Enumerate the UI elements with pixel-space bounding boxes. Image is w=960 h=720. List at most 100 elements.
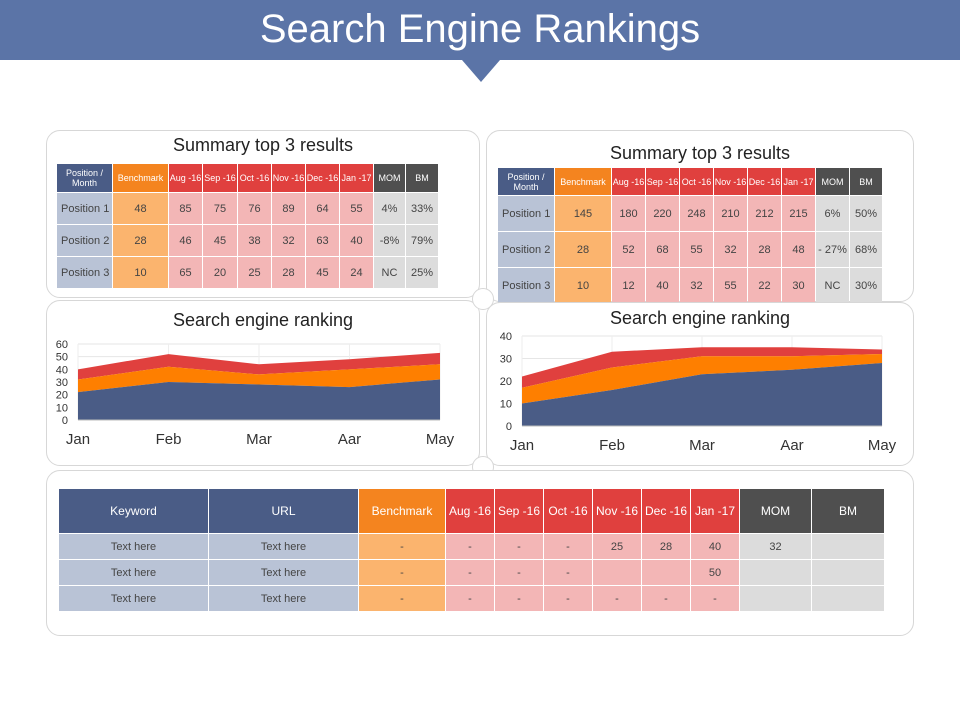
table-cell: 55: [340, 193, 373, 224]
table-cell: Text here: [59, 560, 208, 585]
table-cell: 24: [340, 257, 373, 288]
table-row: Position 2 28 52 68 55 32 28 48- 27% 68%: [498, 232, 882, 267]
table-cell: 28: [748, 232, 781, 267]
table-cell: Position 3: [498, 268, 554, 303]
summary-table-right: Position / Month Benchmark Aug -16 Sep -16 O…: [497, 167, 883, 304]
area-series-3: [78, 352, 440, 380]
y-tick-label: 40: [56, 364, 68, 376]
table-cell: -: [544, 560, 592, 585]
column-header: Jan -17: [340, 164, 373, 192]
page-title: Search Engine Rankings: [259, 7, 701, 51]
table-cell: [740, 586, 811, 611]
table-cell: 32: [740, 534, 811, 559]
table-cell: 28: [642, 534, 690, 559]
table-cell: -: [495, 586, 543, 611]
table-cell: -: [359, 534, 445, 559]
table-cell: 46: [169, 225, 202, 256]
ranking-area-chart-right: 0 10 20 30 40 Jan Feb Mar Aar May: [500, 331, 897, 454]
table-cell: 32: [714, 232, 747, 267]
table-cell: 25: [238, 257, 271, 288]
area-series-1: [78, 379, 440, 420]
x-tick-label: Aar: [780, 437, 803, 454]
table-cell: -: [359, 560, 445, 585]
table-cell: 10: [555, 268, 611, 303]
column-header: URL: [209, 489, 358, 533]
table-cell: 89: [272, 193, 305, 224]
summary-title-right: Summary top 3 results: [609, 143, 791, 163]
y-tick-label: 50: [56, 352, 68, 364]
area-series-2: [522, 354, 882, 404]
table-cell: [812, 586, 884, 611]
table-cell: Position 3: [57, 257, 112, 288]
table-header-row: Position / Month Benchmark Aug -16 Sep -16 O…: [57, 164, 438, 192]
x-tick-label: Jan: [510, 437, 534, 454]
table-cell: 6%: [816, 196, 849, 231]
column-header: Aug -16: [169, 164, 202, 192]
table-cell: 68: [646, 232, 679, 267]
table-row: Position 1 145 180 220 248 210 212 215 6% 50%: [498, 196, 882, 231]
table-cell: NC: [374, 257, 405, 288]
table-cell: -: [593, 586, 641, 611]
column-header: Oct -16: [238, 164, 271, 192]
y-tick-label: 60: [56, 339, 68, 351]
table-cell: 65: [169, 257, 202, 288]
x-tick-label: Feb: [599, 437, 625, 454]
title-banner: Search Engine Rankings: [0, 0, 960, 60]
table-cell: -: [495, 534, 543, 559]
banner-pointer: [462, 60, 500, 82]
table-cell: NC: [816, 268, 849, 303]
table-cell: Position 1: [57, 193, 112, 224]
table-cell: 25: [593, 534, 641, 559]
x-tick-label: Feb: [156, 431, 182, 448]
x-tick-label: Mar: [246, 431, 272, 448]
table-cell: -: [446, 586, 494, 611]
x-tick-label: Jan: [66, 431, 90, 448]
table-cell: -8%: [374, 225, 405, 256]
table-cell: 32: [272, 225, 305, 256]
table-cell: 48: [782, 232, 815, 267]
ranking-chart-title-right: Search engine ranking: [609, 308, 791, 328]
table-cell: 68%: [850, 232, 882, 267]
table-cell: Text here: [209, 534, 358, 559]
table-cell: 220: [646, 196, 679, 231]
table-cell: 75: [203, 193, 237, 224]
column-header: BM: [406, 164, 438, 192]
table-cell: 180: [612, 196, 645, 231]
column-header: BM: [850, 168, 882, 195]
table-cell: [642, 560, 690, 585]
table-cell: 210: [714, 196, 747, 231]
area-series-1: [522, 363, 882, 426]
column-header: Position / Month: [498, 168, 554, 195]
table-cell: - 27%: [816, 232, 849, 267]
x-tick-label: May: [426, 431, 455, 448]
table-cell: Text here: [59, 534, 208, 559]
table-cell: [812, 560, 884, 585]
table-row: Position 2 28 46 45 38 32 63 40 -8% 79%: [57, 225, 438, 256]
y-tick-label: 30: [500, 354, 512, 366]
table-cell: 45: [306, 257, 339, 288]
table-cell: 79%: [406, 225, 438, 256]
column-header: Benchmark: [555, 168, 611, 195]
table-cell: -: [446, 560, 494, 585]
table-cell: Position 1: [498, 196, 554, 231]
y-tick-label: 30: [56, 377, 68, 389]
column-header: Sep -16: [495, 489, 543, 533]
table-cell: 20: [203, 257, 237, 288]
table-cell: 63: [306, 225, 339, 256]
table-cell: 33%: [406, 193, 438, 224]
column-header: Position / Month: [57, 164, 112, 192]
table-cell: 40: [646, 268, 679, 303]
table-cell: 145: [555, 196, 611, 231]
table-cell: 22: [748, 268, 781, 303]
table-cell: 50%: [850, 196, 882, 231]
y-tick-label: 10: [56, 402, 68, 414]
table-cell: 48: [113, 193, 168, 224]
table-cell: Position 2: [57, 225, 112, 256]
table-cell: 32: [680, 268, 713, 303]
table-cell: 30%: [850, 268, 882, 303]
table-cell: 45: [203, 225, 237, 256]
x-tick-label: May: [868, 437, 897, 454]
table-row: Text here Text here - - - - - - -: [59, 586, 884, 611]
column-header: Benchmark: [113, 164, 168, 192]
table-header-row: Keyword URL Benchmark Aug -16 Sep -16 Oct -16…: [59, 489, 884, 533]
